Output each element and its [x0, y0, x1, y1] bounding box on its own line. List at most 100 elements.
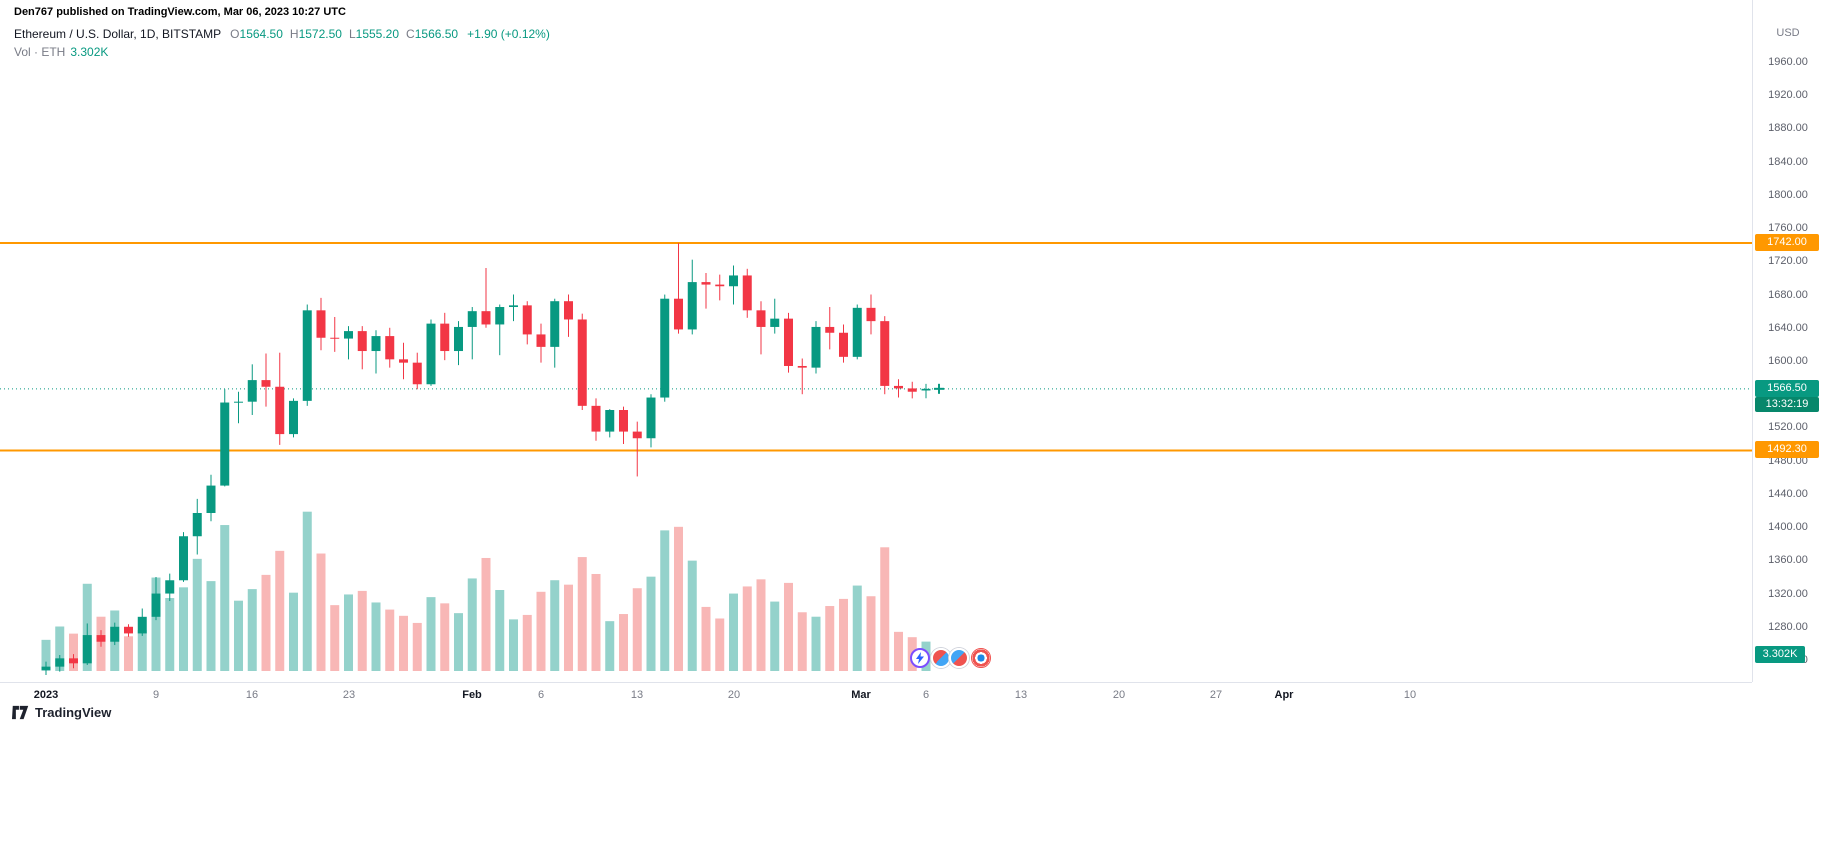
- candle: [495, 307, 505, 325]
- candle: [399, 359, 408, 363]
- time-label: 9: [152, 689, 160, 701]
- volume-bar: [715, 618, 725, 671]
- volume-bar: [69, 633, 78, 671]
- volume-bar: [41, 639, 51, 671]
- close-label: C: [406, 27, 415, 41]
- candle: [550, 301, 560, 347]
- candle: [756, 310, 766, 327]
- volume-bar: [811, 616, 821, 671]
- candle: [921, 388, 931, 391]
- time-label: 23: [342, 689, 356, 701]
- price-tick: 1680.00: [1768, 288, 1808, 301]
- volume-bar: [165, 598, 175, 671]
- volume-bar: [797, 612, 807, 671]
- price-pane-svg[interactable]: [0, 0, 1752, 682]
- time-axis[interactable]: 2023 9 16 23 Feb 6 13 20 Mar 6 13 20 27 Apr 10: [0, 682, 1752, 711]
- target-event-icon[interactable]: [971, 648, 991, 668]
- candle: [165, 580, 175, 594]
- volume-bar: [289, 592, 298, 671]
- volume-bar: [839, 598, 848, 671]
- candle: [522, 305, 532, 335]
- high-value: 1572.50: [298, 27, 342, 41]
- candle: [330, 337, 340, 339]
- volume-bar: [687, 560, 697, 671]
- price-tick: 1520.00: [1768, 421, 1808, 434]
- candle: [852, 307, 862, 357]
- volume-bar: [344, 594, 353, 671]
- high-label: H: [289, 27, 299, 41]
- volume-bar: [357, 590, 367, 671]
- last-price-label: 1566.50: [1755, 379, 1819, 397]
- volume-bar: [481, 557, 491, 671]
- candle: [206, 485, 216, 513]
- chart-pane[interactable]: [0, 0, 1752, 682]
- support-price-label: 1492.30: [1755, 441, 1819, 459]
- candle: [137, 616, 147, 634]
- candle: [426, 323, 436, 385]
- price-tick: 1800.00: [1768, 188, 1808, 201]
- price-tick: 1400.00: [1768, 521, 1808, 534]
- price-tick: 1280.00: [1768, 620, 1808, 633]
- currency-label: USD: [1776, 27, 1800, 39]
- volume-bar: [55, 626, 65, 671]
- volume-bar: [275, 550, 285, 671]
- candle: [536, 334, 546, 347]
- volume-bar: [316, 553, 326, 671]
- candle: [866, 307, 876, 322]
- volume-bar: [880, 547, 890, 671]
- change-value: +1.90 (+0.12%): [467, 27, 550, 41]
- volume-value: 3.302K: [70, 45, 109, 59]
- time-label: 20: [1112, 689, 1126, 701]
- price-tick: 1640.00: [1768, 321, 1808, 334]
- candle: [344, 331, 353, 339]
- volume-bar: [674, 526, 683, 671]
- price-tick: 1600.00: [1768, 355, 1808, 367]
- candle: [151, 593, 161, 617]
- candle: [605, 410, 615, 432]
- volume-bar: [509, 619, 518, 671]
- lightning-event-icon[interactable]: [910, 648, 930, 668]
- volume-bar: [701, 606, 711, 671]
- open-value: 1564.50: [239, 27, 283, 41]
- candle: [124, 626, 133, 634]
- candle: [701, 282, 711, 285]
- volume-bar: [399, 615, 408, 671]
- volume-bar: [261, 574, 271, 671]
- volume-bar: [564, 584, 573, 671]
- attribution-text: Den767 published on TradingView.com, Mar…: [14, 6, 346, 18]
- candle: [316, 310, 326, 338]
- time-label-major: Mar: [851, 689, 871, 701]
- candle: [179, 536, 188, 581]
- event-icon-blue-red[interactable]: [949, 648, 969, 668]
- open-label: O: [230, 27, 240, 41]
- symbol-row: Ethereum / U.S. Dollar, 1D, BITSTAMP O15…: [14, 27, 550, 41]
- time-label: 13: [1014, 689, 1028, 701]
- time-label: 20: [727, 689, 741, 701]
- candle: [385, 336, 395, 360]
- volume-bar: [894, 631, 903, 671]
- tradingview-logo-icon: [12, 705, 29, 720]
- candle: [729, 275, 738, 287]
- candle: [894, 385, 903, 389]
- volume-bar: [770, 601, 780, 671]
- candle: [619, 410, 628, 432]
- candle: [454, 326, 463, 352]
- volume-bar: [467, 578, 477, 671]
- candle: [770, 318, 780, 327]
- candle: [275, 386, 285, 435]
- price-tick: 1960.00: [1768, 56, 1808, 68]
- event-icon-red-blue[interactable]: [931, 648, 951, 668]
- volume-bar: [784, 582, 793, 671]
- volume-bar: [371, 602, 381, 671]
- candle: [82, 635, 92, 664]
- symbol-title[interactable]: Ethereum / U.S. Dollar, 1D, BITSTAMP: [14, 27, 222, 41]
- lightning-glyph: [916, 652, 924, 664]
- time-label: 16: [245, 689, 259, 701]
- candle: [825, 326, 835, 333]
- price-axis[interactable]: USD 1960.00 1920.00 1880.00 1840.00 1800.00 1…: [1752, 0, 1822, 682]
- candle: [357, 331, 367, 352]
- tradingview-logo[interactable]: TradingView: [12, 705, 111, 720]
- volume-label: Vol · ETH: [14, 45, 66, 59]
- volume-bar: [729, 593, 738, 671]
- volume-bar: [124, 636, 133, 671]
